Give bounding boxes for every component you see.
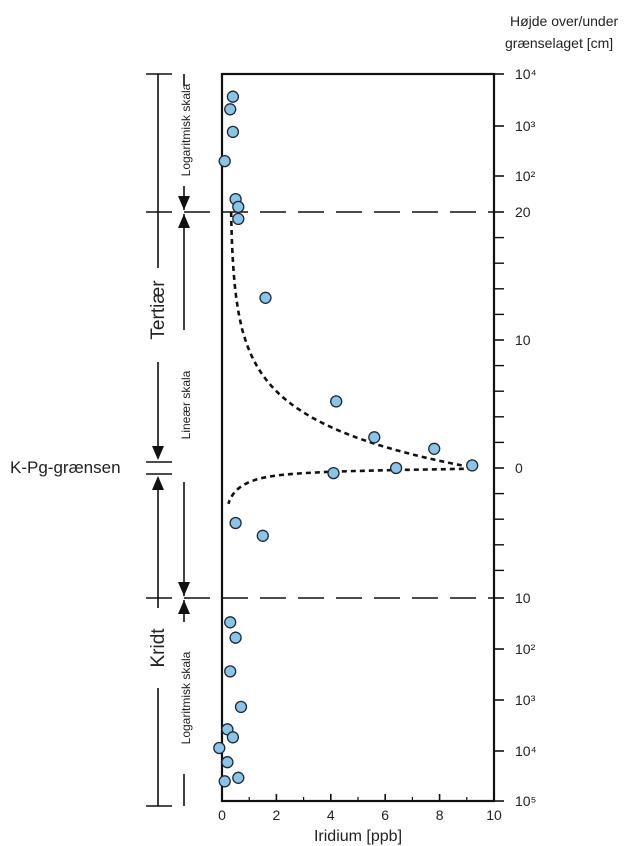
y-tick-label: 10⁴ bbox=[515, 66, 537, 82]
arrow-up-icon bbox=[178, 600, 190, 614]
data-point bbox=[226, 731, 240, 744]
y-tick-label: 10 bbox=[515, 590, 531, 606]
data-point bbox=[234, 700, 248, 714]
x-tick-label: 0 bbox=[218, 807, 226, 823]
trend-curve-lower bbox=[227, 467, 474, 505]
data-point bbox=[224, 616, 237, 629]
arrow-down-icon bbox=[178, 582, 190, 596]
data-point bbox=[218, 154, 231, 168]
scale-label-upper: Logaritmisk skala bbox=[179, 83, 193, 176]
data-point bbox=[232, 212, 245, 226]
y-tick-label: 10² bbox=[515, 168, 536, 184]
y-axis-title-line-1: Højde over/under bbox=[510, 13, 619, 29]
data-point bbox=[428, 442, 441, 455]
period-label-tertiary: Tertiær bbox=[148, 280, 169, 340]
y-tick-label: 10⁴ bbox=[515, 743, 537, 759]
plot-frame bbox=[220, 72, 496, 803]
data-point bbox=[327, 466, 340, 480]
data-point bbox=[466, 459, 479, 472]
data-point bbox=[232, 771, 245, 784]
arrow-down-icon bbox=[152, 446, 164, 460]
y-tick-label: 10 bbox=[515, 332, 531, 348]
period-label-cretaceous: Kridt bbox=[148, 628, 169, 668]
data-point bbox=[224, 103, 237, 116]
y-tick-label: 10³ bbox=[515, 692, 536, 708]
x-tick-label: 8 bbox=[436, 807, 444, 823]
scale-label-lower: Logaritmisk skala bbox=[179, 651, 193, 744]
data-point bbox=[229, 516, 242, 530]
data-point bbox=[226, 90, 240, 103]
x-axis-title: Iridium [ppb] bbox=[314, 828, 402, 845]
arrow-up-icon bbox=[152, 476, 164, 490]
trend-curve-upper bbox=[229, 211, 462, 467]
data-point bbox=[256, 529, 269, 542]
scale-label-middle: Lineær skala bbox=[179, 370, 193, 439]
data-point bbox=[226, 125, 240, 139]
data-point bbox=[224, 665, 237, 678]
y-tick-label: 10² bbox=[515, 641, 536, 657]
y-axis-title-line-2: grænselaget [cm] bbox=[505, 35, 613, 51]
x-tick-label: 6 bbox=[381, 807, 389, 823]
data-point bbox=[259, 291, 272, 304]
y-tick-label: 0 bbox=[515, 460, 523, 476]
data-point bbox=[368, 431, 381, 444]
data-point bbox=[389, 461, 403, 475]
k-pg-boundary-label: K-Pg-grænsen bbox=[10, 458, 121, 477]
data-point bbox=[229, 631, 242, 644]
x-tick-label: 2 bbox=[273, 807, 281, 823]
arrow-up-icon bbox=[178, 214, 190, 228]
x-tick-label: 4 bbox=[327, 807, 335, 823]
y-tick-label: 10³ bbox=[515, 118, 536, 134]
x-tick-label: 10 bbox=[486, 807, 502, 823]
y-tick-label: 10⁵ bbox=[515, 793, 536, 809]
data-point bbox=[221, 756, 234, 769]
data-point bbox=[330, 395, 343, 408]
arrow-down-icon bbox=[178, 196, 190, 210]
y-tick-label: 20 bbox=[515, 204, 531, 220]
data-point bbox=[232, 200, 245, 214]
data-point bbox=[213, 741, 226, 755]
data-point bbox=[218, 775, 231, 788]
